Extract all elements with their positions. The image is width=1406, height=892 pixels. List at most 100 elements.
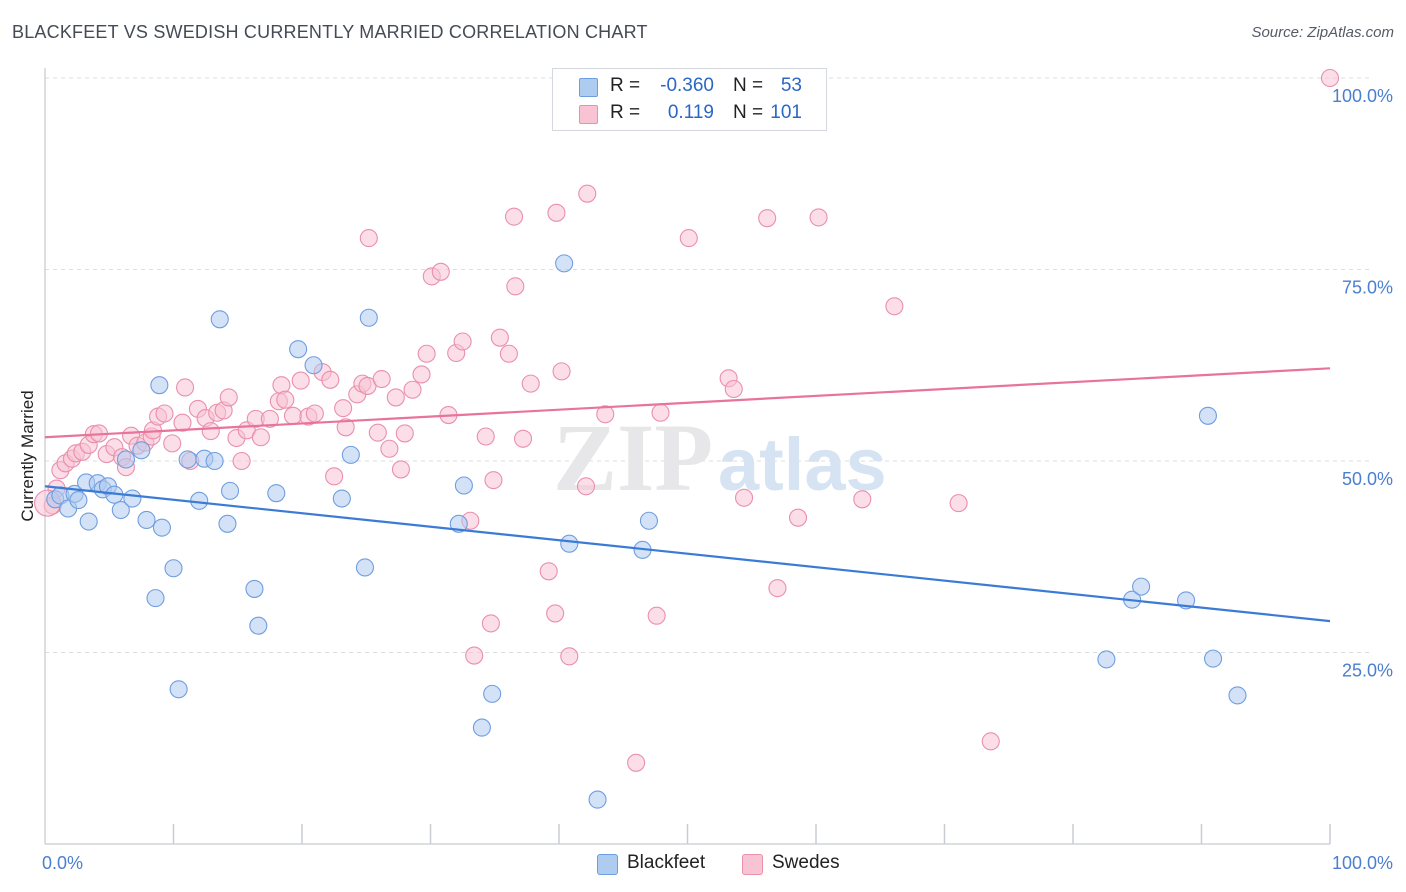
series-legend: Blackfeet Swedes bbox=[0, 852, 1406, 878]
swedes-point bbox=[251, 428, 270, 447]
swedes-point bbox=[490, 328, 509, 347]
blackfeet-point bbox=[152, 518, 171, 537]
blackfeet-point bbox=[588, 790, 607, 809]
y-tick-label: 50.0% bbox=[1342, 469, 1393, 489]
r-value: 0.119 bbox=[667, 102, 714, 123]
watermark-zip: ZIP bbox=[553, 404, 713, 511]
swedes-point bbox=[539, 562, 558, 581]
swedes-point bbox=[325, 467, 344, 486]
stats-legend-row-blackfeet: R = -0.360 N = 53 bbox=[553, 74, 826, 100]
r-value: -0.360 bbox=[660, 75, 714, 96]
stats-legend: R = -0.360 N = 53 R = 0.119 N = 101 bbox=[552, 68, 827, 131]
blackfeet-point bbox=[355, 558, 375, 577]
y-tick-label: 25.0% bbox=[1342, 661, 1393, 681]
blackfeet-point bbox=[289, 340, 308, 359]
blackfeet-point bbox=[1198, 406, 1217, 425]
tick-labels: 25.0% 50.0% 75.0% 100.0% 0.0% 100.0% bbox=[42, 86, 1393, 873]
swedes-point bbox=[155, 404, 174, 423]
swedes-point bbox=[476, 427, 495, 446]
blackfeet-swatch bbox=[597, 854, 618, 875]
blackfeet-point bbox=[1097, 650, 1116, 669]
swedes-point bbox=[647, 606, 666, 625]
blackfeet-swatch bbox=[579, 78, 598, 97]
blackfeet-point bbox=[341, 445, 360, 464]
swedes-point bbox=[758, 209, 777, 228]
blackfeet-point bbox=[178, 450, 197, 469]
swedes-point bbox=[627, 753, 646, 772]
swedes-point bbox=[504, 207, 524, 226]
swedes-point bbox=[679, 229, 698, 248]
blackfeet-point bbox=[555, 254, 574, 273]
swedes-point bbox=[546, 604, 565, 623]
y-axis-label: Currently Married bbox=[18, 390, 37, 521]
blackfeet-point bbox=[220, 481, 240, 500]
swedes-point bbox=[173, 413, 192, 432]
blackfeet-point bbox=[123, 489, 142, 508]
swedes-point bbox=[499, 344, 518, 363]
x-tick-label-max: 100.0% bbox=[1332, 853, 1393, 873]
r-label: R = bbox=[610, 102, 641, 123]
blackfeet-point bbox=[249, 616, 268, 635]
swedes-point bbox=[391, 460, 410, 479]
swedes-point bbox=[724, 379, 743, 399]
swedes-point bbox=[547, 203, 566, 222]
blackfeet-point bbox=[169, 680, 188, 699]
swedes-point bbox=[513, 429, 533, 448]
blackfeet-point bbox=[267, 484, 286, 503]
swedes-point bbox=[576, 477, 596, 496]
blackfeet-point bbox=[472, 718, 491, 737]
swedes-point bbox=[412, 365, 431, 384]
swedes-point bbox=[395, 424, 414, 443]
blackfeet-point bbox=[245, 579, 264, 598]
trend-lines bbox=[44, 367, 1331, 623]
swedes-point bbox=[560, 647, 579, 666]
swedes-point bbox=[596, 405, 615, 424]
swedes-point bbox=[885, 297, 904, 316]
blackfeet-point bbox=[359, 308, 378, 327]
swedes-point bbox=[359, 229, 378, 248]
blackfeet-point bbox=[111, 500, 130, 520]
swedes-point bbox=[232, 451, 251, 471]
axes bbox=[44, 68, 1331, 845]
swedes-swatch bbox=[579, 105, 598, 124]
blackfeet-point bbox=[332, 489, 351, 508]
blackfeet-point bbox=[116, 450, 136, 469]
blackfeet-point bbox=[69, 491, 88, 510]
blackfeet-point bbox=[639, 511, 659, 530]
blackfeet-point bbox=[1204, 649, 1223, 668]
swedes-point bbox=[651, 403, 670, 422]
swedes-point bbox=[386, 388, 405, 407]
y-tick-label: 100.0% bbox=[1332, 86, 1393, 106]
blackfeet-point bbox=[218, 514, 237, 533]
legend-label: Swedes bbox=[772, 852, 840, 873]
swedes-point bbox=[809, 208, 828, 227]
swedes-point bbox=[283, 406, 303, 425]
swedes-point bbox=[334, 399, 353, 418]
swedes-swatch bbox=[742, 854, 763, 875]
x-tick-label-min: 0.0% bbox=[42, 853, 83, 873]
swedes-point bbox=[484, 471, 503, 490]
swedes-point bbox=[380, 439, 399, 458]
swedes-point bbox=[336, 418, 355, 437]
swedes-point bbox=[949, 494, 968, 513]
legend-label: Blackfeet bbox=[627, 852, 706, 873]
blackfeet-point bbox=[164, 559, 183, 578]
blackfeet-point bbox=[146, 589, 165, 608]
swedes-point bbox=[734, 488, 754, 507]
blackfeet-trend-line bbox=[44, 485, 1331, 623]
swedes-point bbox=[768, 579, 787, 598]
swedes-point bbox=[506, 277, 525, 296]
n-value: 53 bbox=[780, 75, 802, 96]
swedes-point bbox=[465, 646, 484, 665]
blackfeet-point bbox=[1228, 686, 1247, 705]
stats-legend-row-swedes: R = 0.119 N = 101 bbox=[553, 101, 826, 127]
swedes-trend-line bbox=[44, 367, 1331, 439]
blackfeet-point bbox=[150, 376, 169, 395]
swedes-point bbox=[291, 371, 310, 390]
blackfeet-point bbox=[79, 512, 98, 531]
chart-title: BLACKFEET VS SWEDISH CURRENTLY MARRIED C… bbox=[12, 22, 648, 42]
source-note: Source: ZipAtlas.com bbox=[1251, 24, 1394, 41]
swedes-point bbox=[176, 378, 195, 397]
swedes-point bbox=[417, 344, 436, 363]
